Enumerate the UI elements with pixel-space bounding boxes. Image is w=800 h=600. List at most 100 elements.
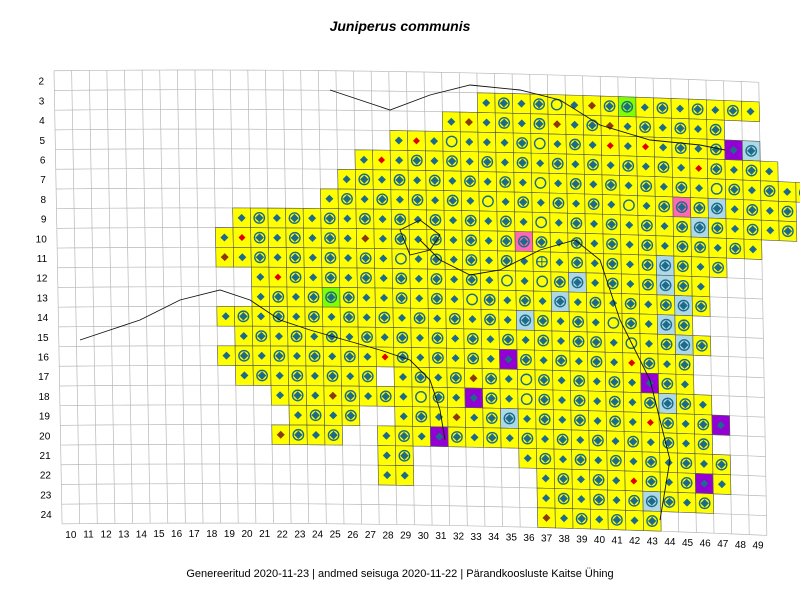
diamond-marker bbox=[646, 438, 655, 447]
grid-cell-40-4 bbox=[582, 114, 602, 136]
diamond-marker bbox=[222, 351, 231, 360]
grid-cell-48-10 bbox=[726, 238, 745, 260]
grid-cell-49-6 bbox=[742, 160, 761, 182]
circle-marker bbox=[624, 297, 637, 310]
diamond-marker bbox=[486, 374, 496, 383]
grid-cell-45-10 bbox=[673, 236, 692, 258]
grid-cell-46-7 bbox=[689, 177, 709, 199]
circle-marker bbox=[307, 310, 320, 323]
diamond-marker bbox=[311, 391, 320, 400]
diamond-marker bbox=[539, 336, 548, 345]
diamond-marker bbox=[716, 421, 725, 430]
cell-fill bbox=[442, 131, 461, 152]
grid-cell-38-13 bbox=[550, 291, 570, 313]
diamond-marker bbox=[605, 121, 614, 130]
grid-cell-45-4 bbox=[671, 117, 690, 139]
circle-marker bbox=[483, 293, 496, 306]
diamond-marker bbox=[661, 261, 670, 270]
column-label: 25 bbox=[330, 530, 342, 541]
cell-fill bbox=[604, 312, 623, 334]
grid-cell-46-6 bbox=[689, 157, 708, 179]
circle-marker bbox=[378, 311, 391, 324]
circle-marker bbox=[256, 369, 268, 382]
grid-cell-27-8 bbox=[355, 188, 374, 210]
diamond-marker bbox=[588, 141, 597, 150]
grid-cell-40-14 bbox=[586, 311, 606, 333]
diamond-marker bbox=[255, 213, 264, 223]
grid-cell-26-8 bbox=[337, 188, 357, 210]
diamond-marker bbox=[592, 357, 601, 366]
grid-cell-undefined-7 bbox=[760, 180, 779, 202]
circle-marker bbox=[698, 497, 711, 510]
row-label: 8 bbox=[41, 195, 47, 206]
diamond-marker bbox=[362, 293, 371, 302]
grid-cell-35-4 bbox=[494, 112, 514, 134]
circle-marker bbox=[520, 353, 532, 366]
diamond-marker bbox=[499, 99, 509, 108]
grid-cell-24-14 bbox=[304, 306, 324, 327]
grid-cell-48-5 bbox=[724, 139, 743, 161]
diamond-marker bbox=[255, 233, 264, 242]
circle-marker bbox=[308, 350, 321, 363]
circle-marker bbox=[678, 339, 691, 351]
circle-marker bbox=[429, 214, 442, 226]
grid-cell-20-16 bbox=[234, 345, 254, 366]
diamond-marker bbox=[325, 233, 335, 243]
diamond-marker bbox=[447, 117, 456, 126]
diamond-marker bbox=[256, 292, 265, 301]
diamond-marker bbox=[748, 205, 757, 215]
circle-marker bbox=[728, 183, 741, 196]
diamond-marker bbox=[540, 415, 549, 424]
circle-marker bbox=[587, 198, 600, 211]
grid-cell-27-16 bbox=[358, 346, 377, 368]
grid-cell-42-5 bbox=[618, 135, 638, 157]
circle-marker bbox=[414, 371, 427, 384]
circle-marker bbox=[675, 181, 688, 194]
grid-cell-40-16 bbox=[587, 351, 606, 373]
grid-cell-41-14 bbox=[604, 312, 623, 334]
diamond-marker bbox=[381, 353, 389, 361]
circle-marker bbox=[646, 515, 659, 527]
diamond-marker bbox=[625, 260, 634, 269]
grid-cell-24-20 bbox=[306, 424, 326, 446]
diamond-marker bbox=[665, 497, 674, 507]
grid-cell-36-3 bbox=[512, 93, 531, 115]
grid-cell-27-12 bbox=[356, 267, 376, 289]
grid-cell-41-24 bbox=[607, 509, 627, 531]
diamond-marker bbox=[783, 227, 793, 236]
cell-fill bbox=[411, 386, 431, 408]
diamond-marker bbox=[624, 161, 633, 171]
grid-cell-35-14 bbox=[498, 309, 517, 331]
diamond-marker bbox=[558, 415, 567, 424]
diamond-marker bbox=[504, 375, 513, 384]
grid-cell-38-20 bbox=[553, 429, 572, 450]
circle-marker bbox=[289, 251, 302, 264]
grid-cell-23-19 bbox=[288, 404, 308, 426]
grid-cell-25-12 bbox=[321, 267, 341, 288]
diamond-marker bbox=[729, 165, 738, 174]
circle-marker bbox=[623, 199, 635, 212]
diamond-marker bbox=[342, 194, 352, 204]
diamond-marker bbox=[502, 236, 511, 246]
circle-marker bbox=[359, 252, 372, 265]
diamond-marker bbox=[274, 292, 283, 301]
grid-cell-44-4 bbox=[653, 117, 673, 139]
diamond-marker bbox=[466, 216, 475, 225]
circle-marker bbox=[497, 97, 510, 110]
diamond-marker bbox=[485, 256, 494, 265]
circle-marker bbox=[411, 194, 424, 206]
grid-cell-36-15 bbox=[516, 329, 535, 351]
diamond-marker bbox=[381, 392, 390, 401]
grid-cell-38-6 bbox=[548, 153, 568, 175]
diamond-marker bbox=[573, 298, 582, 307]
grid-cell-33-4 bbox=[459, 111, 479, 133]
grid-cell-22-9 bbox=[267, 207, 287, 229]
diamond-marker bbox=[713, 243, 722, 252]
diamond-marker bbox=[257, 312, 266, 321]
circle-marker bbox=[237, 310, 250, 323]
diamond-marker bbox=[606, 142, 614, 150]
diamond-marker bbox=[540, 395, 549, 404]
grid-cell-39-15 bbox=[569, 331, 588, 352]
grid-line-v bbox=[229, 70, 239, 524]
cell-fill bbox=[462, 289, 482, 310]
